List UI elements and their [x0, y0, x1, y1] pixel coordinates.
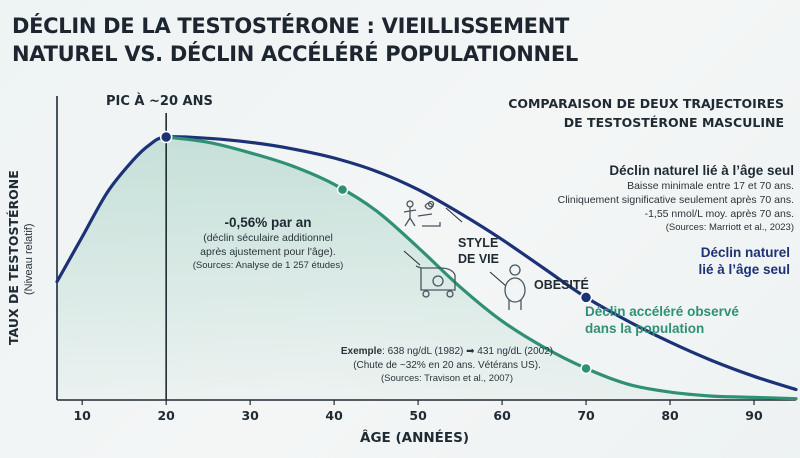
x-ticks: 10 20 30 40 50 60 70 80 90 [73, 400, 763, 423]
accelerated-marker [336, 183, 349, 196]
example-prefix: Exemple [340, 346, 383, 357]
lifestyle-label: STYLE DE VIE [458, 235, 499, 267]
divider-mark-2 [403, 250, 421, 266]
natural-note-line-2: Cliniquement significative seulement apr… [557, 194, 794, 206]
x-tick-label: 30 [241, 408, 259, 423]
x-axis-label: ÂGE (ANNÉES) [360, 430, 470, 446]
x-tick-label: 70 [577, 408, 595, 423]
accelerated-legend-line-1: Déclin accéléré observé [585, 304, 739, 319]
stroller-icon [415, 265, 456, 298]
natural-legend-line-2: lié à l’âge seul [698, 262, 790, 277]
x-tick-label: 60 [493, 408, 511, 423]
secular-note-source: (Sources: Analyse de 1 257 études) [192, 260, 344, 271]
natural-note-line-1: Baisse minimale entre 17 et 70 ans. [627, 180, 794, 192]
accelerated-legend-line-2: dans la population [585, 321, 705, 336]
x-tick-label: 80 [661, 408, 679, 423]
example-note-line-2: (Chute de ~32% en 20 ans. Vétérans US). [353, 359, 541, 371]
secular-decline-note: -0,56% par an (déclin séculaire addition… [178, 214, 358, 273]
obesity-label: OBÉSITÉ [534, 278, 589, 292]
natural-note-line-3: -1,55 nmol/L moy. après 70 ans. [644, 208, 794, 220]
example-note-source: (Sources: Travison et al., 2007) [380, 373, 513, 384]
natural-legend-line-1: Déclin naturel [700, 245, 790, 260]
subtitle-line-1: COMPARAISON DE DEUX TRAJECTOIRES [508, 96, 784, 111]
lifestyle-label-line-1: STYLE [458, 236, 499, 250]
accelerated-series-legend: Déclin accéléré observé dans la populati… [585, 303, 785, 337]
natural-marker [579, 291, 593, 304]
natural-note-source: (Sources: Marriott et al., 2023) [665, 222, 794, 233]
obese-person-icon [504, 264, 526, 310]
lifestyle-label-line-2: DE VIE [458, 252, 499, 266]
natural-series-legend: Déclin naturel lié à l’âge seul [640, 244, 790, 278]
y-axis-label: TAUX DE TESTOSTÉRONE [6, 170, 21, 345]
divider-mark-1 [445, 207, 463, 223]
peak-label: PIC À ~20 ANS [106, 94, 213, 109]
series-markers [159, 130, 593, 375]
divider-mark-3 [489, 271, 507, 287]
x-tick-label: 40 [325, 408, 343, 423]
chart-title: DÉCLIN DE LA TESTOSTÉRONE : VIEILLISSEME… [12, 12, 652, 68]
secular-note-line-1: (déclin séculaire additionnel [203, 232, 333, 244]
x-tick-label: 10 [73, 408, 91, 423]
x-tick-label: 50 [409, 408, 427, 423]
secular-note-title: -0,56% par an [224, 215, 312, 230]
x-tick-label: 20 [157, 408, 175, 423]
title-line-2: NATUREL VS. DÉCLIN ACCÉLÉRÉ POPULATIONNE… [12, 42, 578, 66]
series-lines [55, 135, 798, 401]
natural-decline-note: Déclin naturel lié à l’âge seul Baisse m… [520, 162, 794, 235]
peak-marker [159, 130, 173, 144]
chart-subtitle: COMPARAISON DE DEUX TRAJECTOIRES DE TEST… [454, 94, 784, 132]
example-text: : 638 ng/dL (1982) ➡ 431 ng/dL (2002) [382, 346, 554, 357]
y-axis-label-group: TAUX DE TESTOSTÉRONE (Niveau relatif) [6, 170, 36, 345]
natural-note-title: Déclin naturel lié à l’âge seul [609, 163, 794, 178]
y-axis-sublabel: (Niveau relatif) [23, 223, 35, 295]
title-line-1: DÉCLIN DE LA TESTOSTÉRONE : VIEILLISSEME… [12, 14, 570, 38]
divider-marks [403, 207, 507, 287]
exercise-person-icon [403, 200, 441, 227]
subtitle-line-2: DE TESTOSTÉRONE MASCULINE [563, 115, 784, 130]
example-note-line-1: Exemple: 638 ng/dL (1982) ➡ 431 ng/dL (2… [322, 345, 572, 359]
example-note: Exemple: 638 ng/dL (1982) ➡ 431 ng/dL (2… [322, 345, 572, 386]
secular-note-line-2: après ajustement pour l'âge). [200, 246, 336, 258]
accelerated-marker [580, 362, 592, 375]
x-tick-label: 90 [745, 408, 763, 423]
natural-decline-line [55, 135, 798, 392]
axes-layer [56, 96, 796, 401]
accelerated-decline-line [164, 135, 798, 401]
